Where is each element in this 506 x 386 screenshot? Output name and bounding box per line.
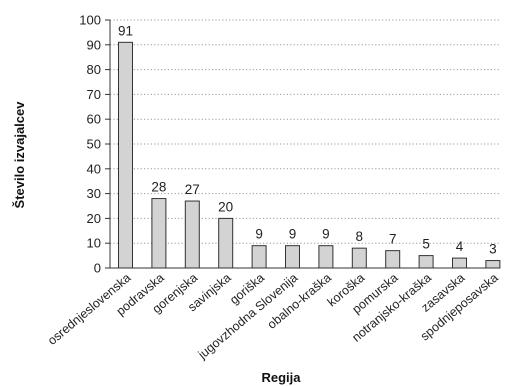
data-label: 9	[322, 227, 330, 242]
y-tick-label: 60	[87, 112, 101, 127]
y-tick-label: 90	[87, 37, 101, 52]
data-labels: 91 28 27 20 9 9 9 8 7 5 4 3	[118, 23, 497, 256]
y-tick-label: 40	[87, 161, 101, 176]
y-tick-label: 100	[79, 13, 101, 28]
data-label: 7	[389, 232, 397, 247]
bar	[151, 198, 167, 269]
y-tick-label: 30	[87, 186, 101, 201]
data-label: 4	[456, 239, 464, 254]
bar	[418, 255, 434, 269]
y-tick-labels: 0 10 20 30 40 50 60 70 80 90 100	[79, 13, 110, 276]
y-tick-label: 80	[87, 62, 101, 77]
data-label: 9	[255, 227, 263, 242]
bar	[218, 217, 234, 269]
y-tick-label: 50	[87, 137, 101, 152]
data-label: 91	[118, 23, 133, 38]
gridlines	[110, 19, 500, 244]
bar	[452, 257, 467, 269]
data-label: 27	[185, 182, 200, 197]
bar	[485, 260, 501, 269]
y-tick-label: 0	[94, 261, 101, 276]
y-tick-label: 10	[87, 236, 101, 251]
data-label: 28	[151, 180, 166, 195]
bar	[318, 245, 334, 269]
y-tick-label: 70	[87, 87, 101, 102]
bars	[118, 41, 501, 269]
bar	[351, 247, 367, 269]
data-label: 3	[489, 242, 497, 257]
bar	[184, 200, 200, 269]
y-axis-title: Število izvajalcev	[12, 101, 27, 209]
data-label: 20	[218, 199, 233, 214]
y-tick-label: 20	[87, 211, 101, 226]
category-labels: osrednjeslovenskapodravskagorenjskasavin…	[45, 271, 501, 363]
data-label: 5	[422, 237, 430, 252]
data-label: 9	[289, 227, 297, 242]
bar	[285, 245, 300, 269]
bar	[385, 250, 401, 269]
bar	[118, 41, 133, 269]
x-axis-title: Regija	[261, 370, 301, 385]
bar	[251, 245, 267, 269]
data-label: 8	[356, 229, 364, 244]
